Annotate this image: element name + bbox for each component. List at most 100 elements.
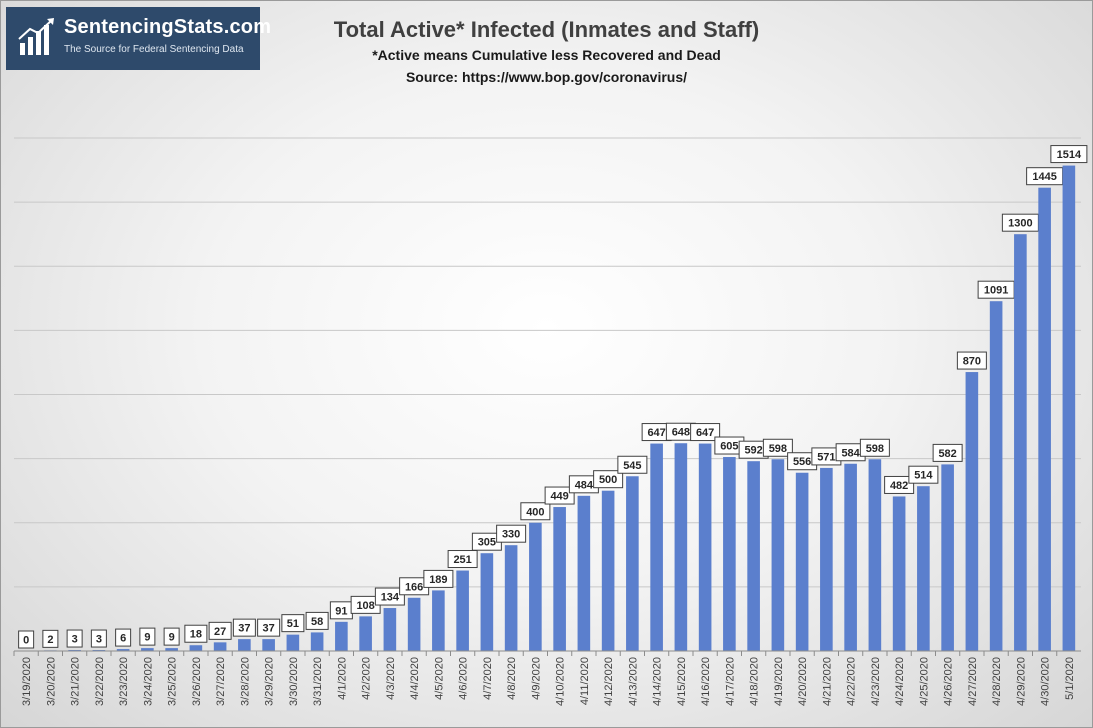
data-label: 582 xyxy=(932,443,963,462)
data-label-box xyxy=(690,423,721,442)
data-label-box xyxy=(66,629,83,648)
x-tick-label: 5/1/2020 xyxy=(1064,657,1076,700)
data-label: 2 xyxy=(42,629,59,648)
data-label-box xyxy=(1050,145,1088,164)
data-label-text: 0 xyxy=(23,635,29,647)
bar xyxy=(1014,234,1027,651)
logo-tagline: The Source for Federal Sentencing Data xyxy=(64,44,244,55)
bar xyxy=(116,649,130,651)
data-label: 37 xyxy=(257,618,281,637)
data-label-box xyxy=(908,465,939,484)
x-tick-label: 3/19/2020 xyxy=(21,657,33,706)
data-label-text: 584 xyxy=(841,447,860,459)
data-label-text: 91 xyxy=(335,605,347,617)
data-label-text: 3 xyxy=(72,634,78,646)
data-label-box xyxy=(423,569,454,588)
x-tick-label: 4/8/2020 xyxy=(506,657,518,700)
data-label-text: 9 xyxy=(169,632,175,644)
bar xyxy=(141,648,154,651)
data-label: 400 xyxy=(520,502,551,521)
data-label-text: 37 xyxy=(263,623,275,635)
data-label-box xyxy=(593,470,624,489)
data-label: 514 xyxy=(908,465,939,484)
data-label-box xyxy=(184,624,208,643)
data-label: 592 xyxy=(738,440,769,459)
x-tick-label: 3/21/2020 xyxy=(70,657,82,706)
data-label-box xyxy=(520,502,551,521)
data-label: 51 xyxy=(281,614,305,633)
bar xyxy=(165,648,178,651)
data-label-text: 305 xyxy=(478,537,496,549)
data-label: 58 xyxy=(305,611,329,630)
chart-subtitle: *Active means Cumulative less Recovered … xyxy=(372,47,721,63)
data-label: 18 xyxy=(184,624,208,643)
data-label: 1445 xyxy=(1026,167,1064,186)
data-label-text: 500 xyxy=(599,474,617,486)
data-label-box xyxy=(115,628,132,647)
bar xyxy=(383,608,397,651)
data-label-text: 482 xyxy=(890,480,908,492)
x-tick-label: 4/28/2020 xyxy=(991,657,1003,706)
bar xyxy=(1062,165,1076,652)
data-label-box xyxy=(617,455,648,474)
data-label: 484 xyxy=(568,475,599,494)
data-label-text: 400 xyxy=(526,506,544,518)
x-tick-label: 3/30/2020 xyxy=(288,657,300,706)
data-label-text: 571 xyxy=(817,451,835,463)
bar xyxy=(989,301,1003,651)
data-label: 166 xyxy=(399,577,430,596)
x-tick-label: 4/27/2020 xyxy=(967,657,979,706)
chart-title: Total Active* Infected (Inmates and Staf… xyxy=(333,17,760,42)
bar xyxy=(359,616,372,651)
data-label-text: 9 xyxy=(144,632,150,644)
bar xyxy=(529,522,542,651)
bar xyxy=(286,634,300,651)
data-label: 449 xyxy=(544,486,575,505)
x-tick-label: 3/25/2020 xyxy=(167,657,179,706)
bar xyxy=(310,632,324,651)
bar xyxy=(456,570,469,651)
x-tick-label: 4/29/2020 xyxy=(1015,657,1027,706)
data-label: 0 xyxy=(18,630,35,649)
data-label: 3 xyxy=(90,629,107,648)
x-tick-label: 3/24/2020 xyxy=(142,657,154,706)
data-label-text: 648 xyxy=(672,427,690,439)
x-tick-label: 3/27/2020 xyxy=(215,657,227,706)
data-label: 37 xyxy=(232,618,256,637)
data-label-box xyxy=(305,611,329,630)
data-label-text: 330 xyxy=(502,529,520,541)
data-label: 598 xyxy=(762,438,793,457)
data-label-text: 556 xyxy=(793,456,811,468)
bar xyxy=(407,597,421,651)
x-tick-label: 4/2/2020 xyxy=(361,657,373,700)
data-label: 647 xyxy=(641,423,672,442)
data-label-text: 605 xyxy=(720,441,738,453)
x-tick-label: 3/28/2020 xyxy=(239,657,251,706)
data-label: 870 xyxy=(956,351,987,370)
data-label: 3 xyxy=(66,629,83,648)
bar xyxy=(795,472,809,651)
logo-brand: SentencingStats.com xyxy=(64,16,272,38)
data-label-text: 592 xyxy=(744,445,762,457)
bar xyxy=(335,621,348,651)
data-label-text: 1514 xyxy=(1057,149,1082,161)
data-label: 9 xyxy=(139,627,156,646)
data-label: 571 xyxy=(811,447,842,466)
data-label: 1091 xyxy=(977,280,1015,299)
data-label-text: 27 xyxy=(214,626,226,638)
bar xyxy=(917,486,930,651)
data-label-text: 598 xyxy=(866,443,884,455)
data-label: 1514 xyxy=(1050,145,1088,164)
bar xyxy=(650,443,663,651)
bar xyxy=(868,459,882,651)
x-tick-label: 4/7/2020 xyxy=(482,657,494,700)
x-tick-label: 4/17/2020 xyxy=(724,657,736,706)
data-label: 108 xyxy=(350,595,381,614)
bar-chart-icon xyxy=(18,18,54,55)
bar xyxy=(747,461,760,651)
x-tick-label: 4/4/2020 xyxy=(409,657,421,700)
data-label-box xyxy=(139,627,156,646)
bar xyxy=(674,443,688,651)
x-tick-label: 4/16/2020 xyxy=(700,657,712,706)
